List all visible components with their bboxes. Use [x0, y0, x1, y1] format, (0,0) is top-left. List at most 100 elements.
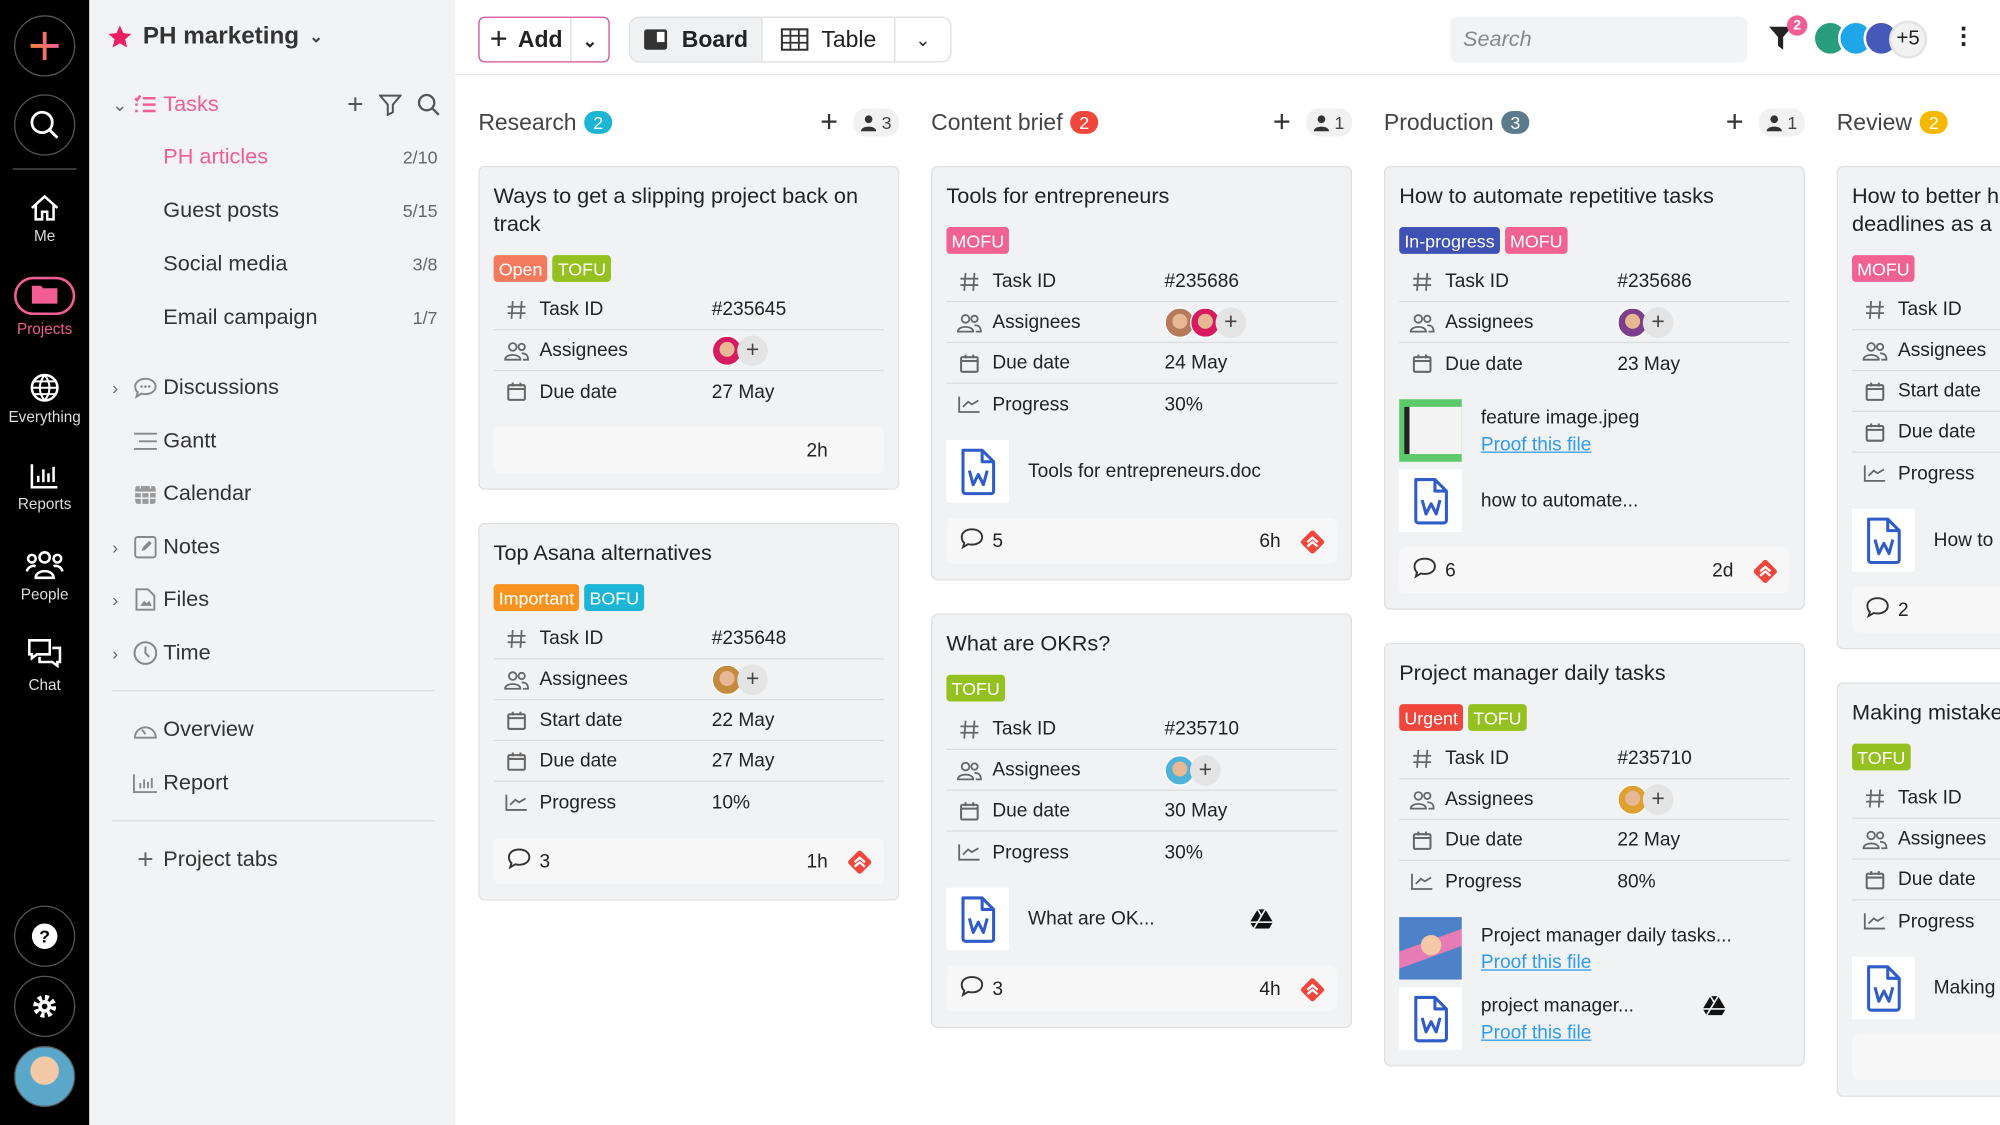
high-priority-icon[interactable]	[1298, 528, 1326, 561]
rail-item-reports[interactable]: Reports	[0, 462, 89, 513]
chevron-down-icon[interactable]: ⌄	[112, 93, 128, 115]
tag[interactable]: TOFU	[1468, 704, 1527, 731]
task-list-item[interactable]: Email campaign 1/7	[89, 298, 455, 336]
field-value[interactable]: 23 May	[1617, 352, 1681, 375]
high-priority-icon[interactable]	[1298, 976, 1326, 1009]
comments-button[interactable]: 5	[959, 527, 1003, 555]
chevron-right-icon[interactable]: ›	[112, 589, 119, 611]
field-value[interactable]: 24 May	[1164, 352, 1228, 374]
rail-item-me[interactable]: Me	[0, 194, 89, 245]
card-title[interactable]: Ways to get a slipping project back on t…	[493, 183, 859, 236]
card-title[interactable]: Project manager daily tasks	[1399, 660, 1666, 685]
card-title[interactable]: What are OKRs?	[946, 631, 1111, 656]
attachment-name[interactable]: how to automate...	[1480, 489, 1639, 512]
attachment[interactable]: how to automate...	[1399, 469, 1789, 532]
tag[interactable]: MOFU	[1852, 255, 1915, 282]
attachment-name[interactable]: Tools for entrepreneurs.doc	[1028, 460, 1261, 483]
field-value[interactable]: #235645	[711, 298, 787, 321]
sidebar-item-gantt[interactable]: Gantt	[89, 422, 455, 460]
add-card-button[interactable]: +	[1725, 104, 1744, 140]
add-assignee-button[interactable]: +	[737, 663, 768, 695]
field-value[interactable]: +	[1617, 783, 1674, 815]
global-search-button[interactable]	[14, 94, 76, 156]
field-value[interactable]: +	[1164, 306, 1247, 338]
field-value[interactable]: 80%	[1617, 870, 1656, 893]
high-priority-icon[interactable]	[1751, 557, 1779, 590]
card-title[interactable]: Tools for entrepreneurs	[946, 183, 1170, 208]
task-card[interactable]: Tools for entrepreneurs MOFU Task ID #23568…	[931, 165, 1353, 581]
tag[interactable]: Important	[493, 584, 580, 611]
column-members[interactable]: 1	[1759, 108, 1805, 137]
chevron-right-icon[interactable]: ›	[112, 536, 119, 558]
card-title[interactable]: How to better h deadlines as a	[1852, 183, 2000, 236]
attachment[interactable]: project manager... Proof this file	[1399, 987, 1789, 1050]
add-assignee-button[interactable]: +	[1215, 306, 1247, 338]
add-dropdown-button[interactable]: ⌄	[571, 26, 608, 53]
table-view-tab[interactable]: Table	[763, 17, 896, 62]
rail-item-people[interactable]: People	[0, 550, 89, 603]
attachment[interactable]: How to	[1852, 508, 2000, 572]
board-view-tab[interactable]: Board	[630, 17, 763, 62]
field-value[interactable]: 22 May	[711, 709, 775, 731]
search-icon[interactable]	[417, 93, 440, 116]
quick-add-button[interactable]	[14, 15, 76, 77]
comments-button[interactable]: 2	[1865, 596, 1909, 624]
tag[interactable]: TOFU	[1852, 743, 1911, 771]
task-list-item[interactable]: PH articles 2/10	[89, 138, 455, 176]
chevron-right-icon[interactable]: ›	[112, 642, 119, 664]
more-views-dropdown[interactable]: ⌄	[895, 18, 950, 61]
field-value[interactable]: 27 May	[711, 380, 775, 403]
attachment-name[interactable]: Project manager daily tasks...	[1480, 924, 1732, 946]
add-assignee-button[interactable]: +	[1190, 754, 1221, 786]
rail-item-projects[interactable]: Projects	[0, 276, 89, 338]
rail-item-everything[interactable]: Everything	[0, 372, 89, 426]
proof-file-link[interactable]: Proof this file	[1480, 1021, 1592, 1043]
field-value[interactable]: #235710	[1164, 718, 1240, 740]
proof-file-link[interactable]: Proof this file	[1480, 950, 1592, 973]
high-priority-icon[interactable]	[846, 848, 874, 881]
field-value[interactable]: 22 May	[1617, 829, 1681, 851]
sidebar-item-files[interactable]: › Files	[89, 581, 455, 619]
comments-button[interactable]: 3	[506, 847, 550, 875]
add-assignee-button[interactable]: +	[737, 334, 768, 366]
attachment-name[interactable]: project manager...	[1480, 994, 1635, 1016]
search-input[interactable]	[1450, 16, 1748, 63]
field-value[interactable]: #235686	[1164, 270, 1240, 293]
sidebar-item-report[interactable]: Report	[89, 764, 455, 802]
chevron-right-icon[interactable]: ›	[112, 377, 119, 398]
tag[interactable]: MOFU	[946, 227, 1010, 254]
column-members[interactable]: 3	[853, 108, 900, 137]
sidebar-item-time[interactable]: › Time	[89, 634, 455, 672]
tag[interactable]: TOFU	[552, 255, 612, 282]
attachment-name[interactable]: feature image.jpeg	[1480, 406, 1640, 428]
task-list-item[interactable]: Social media 3/8	[89, 245, 455, 283]
field-value[interactable]: #235710	[1617, 747, 1692, 770]
assignee-avatar[interactable]	[711, 663, 743, 695]
attachment-name[interactable]: What are OK...	[1028, 908, 1155, 930]
user-avatar[interactable]	[14, 1045, 76, 1108]
add-button[interactable]: + Add	[480, 17, 572, 62]
tag[interactable]: MOFU	[1504, 227, 1568, 254]
column-members[interactable]: 1	[1306, 108, 1353, 137]
tag[interactable]: BOFU	[584, 584, 645, 611]
task-card[interactable]: What are OKRs? TOFU Task ID #235710 Assignee…	[931, 613, 1353, 1029]
comments-button[interactable]: 3	[959, 974, 1003, 1002]
tag[interactable]: Urgent	[1399, 704, 1464, 731]
sidebar-item-tasks[interactable]: ⌄ Tasks +	[89, 85, 455, 123]
card-title[interactable]: How to automate repetitive tasks	[1399, 183, 1714, 208]
task-card[interactable]: Ways to get a slipping project back on t…	[478, 165, 900, 490]
add-card-button[interactable]: +	[820, 104, 839, 140]
filter-icon[interactable]	[378, 93, 402, 117]
attachment[interactable]: Making	[1852, 956, 2000, 1020]
field-value[interactable]: 27 May	[711, 749, 775, 772]
filter-icon[interactable]	[1769, 26, 1793, 52]
field-value[interactable]: +	[711, 663, 768, 695]
field-value[interactable]: +	[711, 334, 768, 366]
rail-item-chat[interactable]: Chat	[0, 638, 89, 694]
tag[interactable]: In-progress	[1399, 227, 1500, 254]
field-value[interactable]: 10%	[711, 791, 751, 814]
help-button[interactable]: ?	[14, 905, 76, 967]
field-value[interactable]: 30%	[1164, 841, 1203, 863]
task-card[interactable]: Making mistake TOFU Task ID Assignees Due da…	[1836, 682, 2000, 1097]
project-title[interactable]: PH marketing ⌄	[107, 23, 323, 51]
